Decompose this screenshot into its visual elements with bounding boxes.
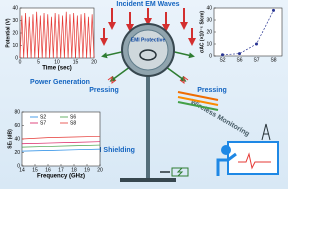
x-tick-label: 19: [84, 167, 90, 173]
incident-label: Incident EM Waves: [116, 1, 179, 8]
y-axis-title: SEₜ (dB): [7, 129, 13, 149]
legend-label: S6: [70, 114, 76, 120]
press-left-mark: [107, 76, 117, 84]
series-line: [21, 144, 101, 148]
y-tick-label: 0: [17, 163, 20, 169]
x-tick-label: 14: [19, 167, 25, 173]
y-tick-label: 20: [206, 29, 212, 35]
y-tick-label: 60: [14, 123, 20, 129]
x-tick-label: 15: [73, 59, 79, 65]
device: [120, 23, 176, 182]
presenter-icon: [216, 123, 279, 176]
incident-arrows: [100, 8, 196, 46]
x-tick-label: 10: [54, 59, 60, 65]
x-axis-title: Frequency (GHz): [37, 174, 85, 180]
series-line: [19, 11, 95, 59]
point: [221, 53, 224, 57]
x-tick-label: 0: [19, 59, 22, 65]
x-tick-label: 20: [91, 59, 97, 65]
x-axis-title: Time (sec): [42, 66, 72, 72]
y-tick-label: 80: [14, 109, 20, 115]
y-tick-label: 40: [206, 5, 212, 11]
graphic: Incident EM Waves EMI Protective Pressin…: [0, 0, 288, 189]
x-tick-label: 5: [37, 59, 40, 65]
series-line: [222, 10, 274, 56]
y-tick-label: 20: [14, 150, 20, 156]
y-tick-label: 40: [12, 5, 18, 11]
legend-label: S2: [40, 114, 46, 120]
y-tick-label: 10: [206, 41, 212, 47]
series-line: [21, 135, 101, 140]
pressing-left-label: Pressing: [89, 87, 119, 94]
x-tick-label: 15: [32, 167, 38, 173]
x-tick-label: S2: [219, 57, 225, 63]
y-tick-label: 30: [12, 18, 18, 24]
x-tick-label: S8: [270, 57, 276, 63]
legend-label: S7: [40, 120, 46, 126]
x-tick-label: 20: [97, 167, 103, 173]
x-tick-label: S7: [253, 57, 259, 63]
x-tick-label: 17: [58, 167, 64, 173]
y-axis-title: Potential (V): [5, 18, 11, 48]
point: [255, 42, 258, 46]
power-label: Power Generation: [30, 79, 90, 86]
plot-frame: [213, 7, 283, 57]
shielding-label: EMI Shielding: [89, 147, 135, 154]
y-tick-label: 40: [14, 136, 20, 142]
y-tick-label: 20: [12, 30, 18, 36]
point: [272, 8, 275, 12]
protective-label: EMI Protective: [131, 37, 166, 43]
pressing-right-label: Pressing: [197, 87, 227, 94]
press-right-mark: [179, 76, 189, 84]
x-tick-label: 16: [45, 167, 51, 173]
wireless-waves: [177, 91, 219, 111]
series-line: [21, 141, 101, 145]
y-tick-label: 10: [12, 43, 18, 49]
series-line: [21, 148, 101, 152]
plot-frame: [21, 111, 101, 167]
legend-label: S8: [70, 120, 76, 126]
y-tick-label: 0: [209, 53, 212, 59]
point: [238, 52, 241, 56]
y-tick-label: 0: [15, 55, 18, 61]
y-tick-label: 30: [206, 17, 212, 23]
x-tick-label: S6: [236, 57, 242, 63]
y-axis-title: σAC (×10⁻⁵ S/cm): [199, 11, 205, 54]
x-tick-label: 18: [71, 167, 77, 173]
battery-icon: [160, 167, 189, 177]
